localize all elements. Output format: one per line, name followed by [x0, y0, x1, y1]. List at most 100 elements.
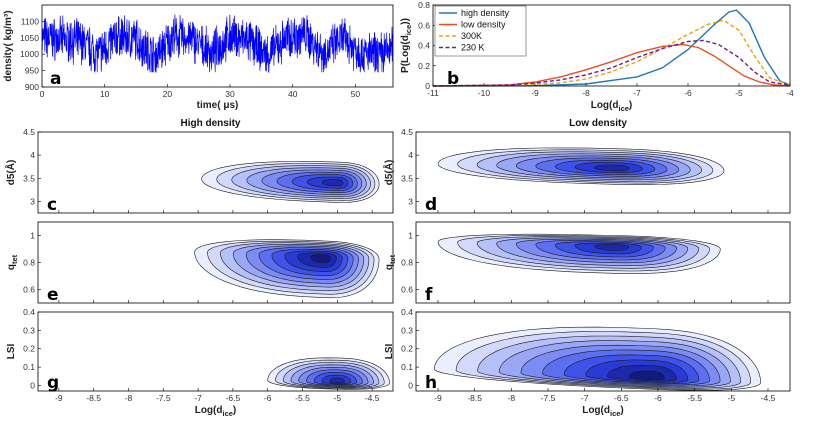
density-trace: [41, 14, 394, 73]
h-ytick-label: 0.2: [401, 344, 413, 354]
g-ytick-label: 0: [30, 380, 35, 390]
contour-plot-h: [433, 326, 762, 391]
contour-level: [594, 164, 630, 172]
b-xtick-label: -7: [633, 88, 641, 98]
contour-plot-g: [267, 357, 390, 390]
b-xtick-label: -8: [582, 88, 590, 98]
h-xlabel: Log(dice): [582, 405, 624, 418]
c-ytick-label: 3.5: [23, 173, 35, 183]
panel-g-frame: [37, 311, 394, 392]
panel-label-d: d: [425, 195, 437, 215]
h-xtick-label: -7: [581, 393, 589, 403]
contour-level: [310, 254, 331, 264]
c-ytick-label: 3: [30, 196, 35, 206]
c-ytick-label: 4.5: [23, 127, 35, 137]
h-xtick-label: -8.5: [467, 393, 482, 403]
contour-level: [321, 179, 344, 187]
e-ylabel: qtet: [6, 254, 19, 270]
b-ylabel: P(Log(dice)): [400, 18, 413, 73]
h-ytick-label: 0: [408, 380, 413, 390]
b-xtick-label: -10: [478, 88, 491, 98]
legend-label: high density: [461, 8, 510, 18]
a-xlabel: time( μs): [197, 100, 239, 111]
a-xtick-label: 50: [351, 89, 361, 99]
f-ytick-label: 0.6: [401, 285, 413, 295]
curve-230-k: [432, 39, 791, 87]
b-xtick-label: -6: [684, 88, 692, 98]
h-ylabel: LSI: [384, 344, 395, 360]
curve-300k: [432, 19, 791, 87]
a-xtick-label: 0: [40, 89, 45, 99]
panel-label-h: h: [425, 373, 437, 393]
a-ytick-label: 950: [25, 66, 39, 76]
contour-plot-e: [194, 239, 380, 299]
h-xtick-label: -6: [654, 393, 662, 403]
b-ytick-label: 0.2: [418, 61, 430, 71]
c-ytick-label: 4: [30, 150, 35, 160]
panel-h-frame: [415, 311, 791, 392]
a-ylabel: density( kg/m³): [3, 10, 14, 81]
legend-label: low density: [461, 20, 506, 30]
g-ylabel: LSI: [6, 344, 17, 360]
h-ytick-label: 0.1: [401, 362, 413, 372]
panel-label-c: c: [47, 195, 57, 215]
a-ytick-label: 1000: [20, 49, 39, 59]
b-ytick-label: 0.6: [418, 20, 430, 30]
panel-label-f: f: [425, 285, 433, 305]
g-ytick-label: 0.4: [23, 307, 35, 317]
g-ytick-label: 0.3: [23, 325, 35, 335]
d-ytick-label: 4: [408, 150, 413, 160]
g-ytick-label: 0.1: [23, 362, 35, 372]
contour-plot-d: [437, 147, 725, 185]
contour-level: [329, 377, 345, 384]
b-ytick-label: 0.4: [418, 41, 430, 51]
e-ytick-label: 1: [30, 231, 35, 241]
panel-label-g: g: [47, 373, 59, 393]
a-ytick-label: 900: [25, 82, 39, 92]
h-xtick-label: -9: [434, 393, 442, 403]
h-xtick-label: -4.5: [761, 393, 776, 403]
h-xtick-label: -7.5: [541, 393, 556, 403]
panel-label-a: a: [50, 69, 61, 89]
g-ytick-label: 0.2: [23, 344, 35, 354]
b-ytick-label: 0: [425, 81, 430, 91]
panel-c-frame: [37, 131, 394, 214]
b-xtick-label: -11: [427, 88, 439, 98]
panel-label-b: b: [447, 69, 459, 89]
contour-level: [628, 370, 665, 381]
d-ytick-label: 3: [408, 196, 413, 206]
g-xtick-label: -5.5: [295, 393, 310, 403]
a-xtick-label: 30: [225, 89, 235, 99]
b-xtick-label: -4: [786, 88, 794, 98]
b-ytick-label: 0.8: [418, 0, 430, 10]
g-xtick-label: -6: [264, 393, 272, 403]
panel-d-frame: [415, 131, 791, 214]
e-ytick-label: 0.6: [23, 285, 35, 295]
legend-label: 230 K: [461, 43, 485, 53]
contour-plot-c: [201, 161, 380, 203]
f-ytick-label: 1: [408, 231, 413, 241]
d-ytick-label: 3.5: [401, 173, 413, 183]
g-xtick-label: -5: [334, 393, 342, 403]
g-xlabel: Log(dice): [195, 405, 237, 418]
h-xtick-label: -5: [728, 393, 736, 403]
g-xtick-label: -7: [194, 393, 202, 403]
a-xtick-label: 20: [163, 89, 173, 99]
h-ytick-label: 0.4: [401, 307, 413, 317]
a-xtick-label: 10: [100, 89, 110, 99]
d-title: Low density: [569, 118, 627, 129]
panel-a-frame: [41, 4, 394, 88]
h-ytick-label: 0.3: [401, 325, 413, 335]
h-xtick-label: -5.5: [687, 393, 702, 403]
h-xtick-label: -8: [508, 393, 516, 403]
f-ylabel: qtet: [384, 254, 397, 270]
d-ytick-label: 4.5: [401, 127, 413, 137]
d-ylabel: d5(Å): [382, 160, 395, 186]
panel-label-e: e: [47, 285, 59, 305]
h-xtick-label: -6.5: [614, 393, 629, 403]
legend-label: 300K: [461, 31, 482, 41]
g-xtick-label: -9: [55, 393, 63, 403]
